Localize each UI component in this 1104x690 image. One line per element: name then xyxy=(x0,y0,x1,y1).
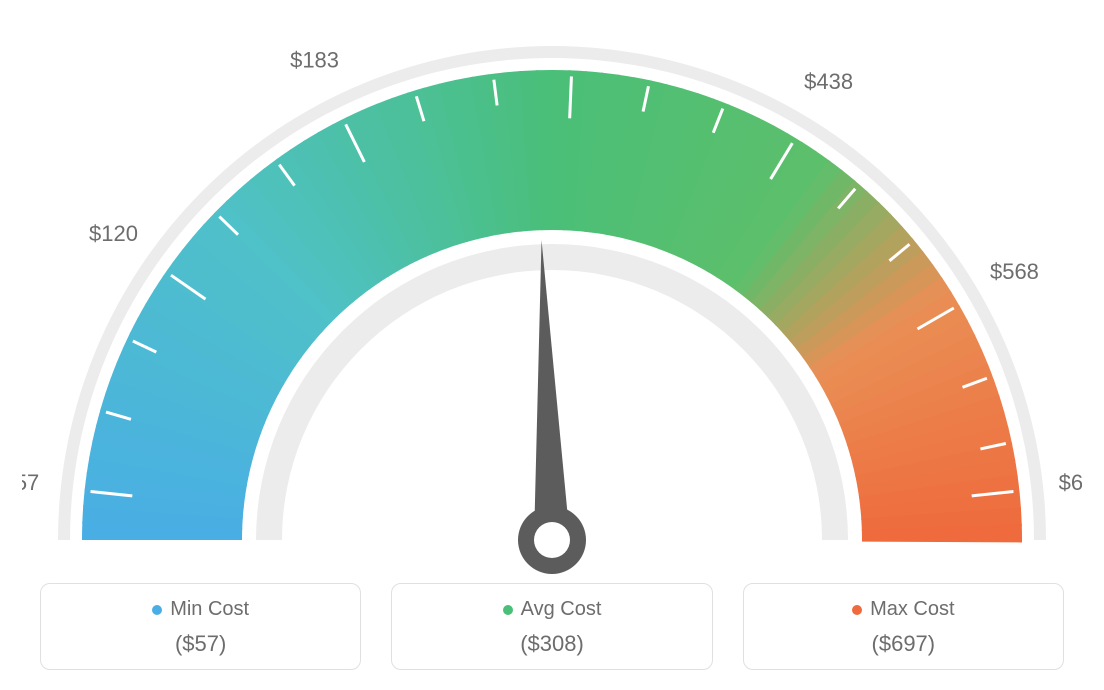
avg-cost-label: Avg Cost xyxy=(521,598,602,621)
gauge-needle xyxy=(534,240,570,540)
min-cost-value: ($57) xyxy=(41,631,360,657)
max-cost-card: Max Cost ($697) xyxy=(743,583,1064,670)
max-cost-label: Max Cost xyxy=(870,598,954,621)
avg-cost-card: Avg Cost ($308) xyxy=(391,583,712,670)
min-dot-icon xyxy=(152,605,162,615)
tick-label: $57 xyxy=(22,470,39,495)
min-cost-card: Min Cost ($57) xyxy=(40,583,361,670)
tick-label: $568 xyxy=(990,259,1039,284)
needle-hub-inner xyxy=(534,522,570,558)
major-tick xyxy=(570,76,572,118)
tick-label: $183 xyxy=(290,48,339,73)
avg-dot-icon xyxy=(503,605,513,615)
tick-label: $120 xyxy=(89,221,138,246)
tick-label: $697 xyxy=(1059,470,1082,495)
min-cost-label: Min Cost xyxy=(170,598,249,621)
max-cost-value: ($697) xyxy=(744,631,1063,657)
min-cost-label-row: Min Cost xyxy=(41,598,360,621)
avg-cost-value: ($308) xyxy=(392,631,711,657)
max-cost-label-row: Max Cost xyxy=(744,598,1063,621)
max-dot-icon xyxy=(852,605,862,615)
summary-cards: Min Cost ($57) Avg Cost ($308) Max Cost … xyxy=(40,583,1064,670)
tick-label: $438 xyxy=(804,69,853,94)
gauge-chart: $57$120$183$308$438$568$697 xyxy=(22,20,1082,580)
avg-cost-label-row: Avg Cost xyxy=(392,598,711,621)
gauge-svg: $57$120$183$308$438$568$697 xyxy=(22,20,1082,580)
